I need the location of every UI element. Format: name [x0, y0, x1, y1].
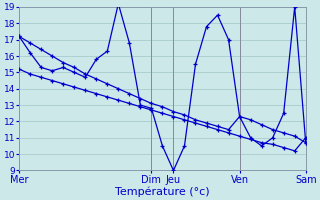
- X-axis label: Température (°c): Température (°c): [115, 186, 210, 197]
